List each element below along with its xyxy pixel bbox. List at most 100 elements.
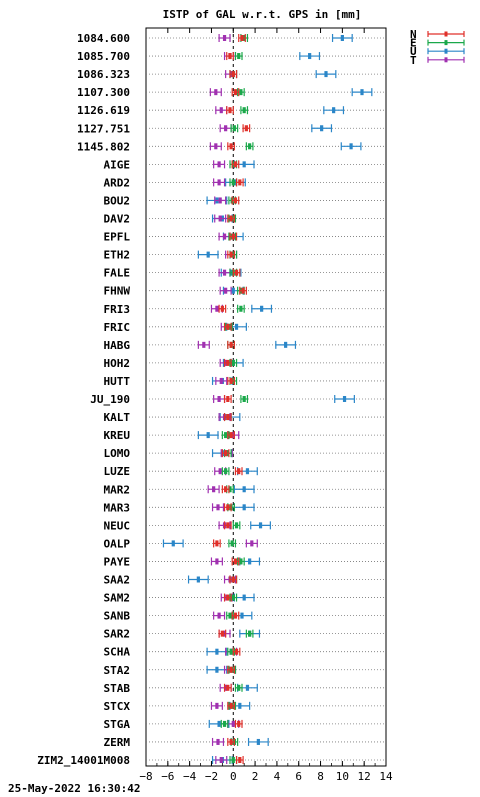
- row-label: STAB: [104, 682, 131, 695]
- errorbar-n: [227, 701, 235, 710]
- errorbar-n: [232, 647, 241, 656]
- errorbar-point: [229, 215, 233, 222]
- legend-marker: [444, 40, 448, 46]
- errorbar-n: [227, 665, 235, 674]
- errorbar-point: [284, 341, 288, 348]
- errorbar-point: [228, 107, 232, 114]
- legend-marker: [444, 57, 448, 63]
- errorbar-point: [217, 179, 221, 186]
- errorbar-point: [226, 396, 230, 402]
- errorbar-u: [187, 575, 209, 584]
- errorbar-e: [234, 52, 243, 61]
- errorbar-n: [226, 52, 234, 61]
- errorbar-point: [233, 197, 238, 204]
- errorbar-t: [213, 395, 226, 403]
- errorbar-u: [247, 737, 269, 746]
- errorbar-u: [275, 340, 297, 349]
- errorbar-u: [233, 503, 255, 512]
- row-label: SAA2: [104, 574, 131, 587]
- errorbar-point: [226, 594, 230, 601]
- legend-label: N: [410, 28, 417, 41]
- errorbar-t: [197, 340, 210, 349]
- errorbar-point: [232, 125, 236, 132]
- errorbar-u: [315, 70, 337, 79]
- errorbar-point: [202, 341, 206, 348]
- x-tick-label: 4: [274, 770, 281, 783]
- errorbar-point: [214, 89, 218, 96]
- errorbar-point: [222, 35, 227, 41]
- row-label: SAR2: [104, 628, 131, 641]
- row-label: 1145.802: [77, 140, 130, 153]
- errorbar-n: [239, 286, 247, 295]
- errorbar-t: [209, 142, 222, 151]
- errorbar-point: [218, 215, 222, 222]
- errorbar-point: [349, 143, 353, 150]
- errorbar-u: [340, 142, 362, 151]
- errorbar-point: [217, 161, 221, 168]
- errorbar-t: [207, 485, 220, 494]
- errorbar-n: [232, 268, 241, 277]
- errorbar-point: [222, 720, 227, 727]
- errorbar-u: [323, 106, 345, 115]
- errorbar-point: [224, 468, 228, 475]
- errorbar-point: [242, 161, 246, 168]
- errorbar-point: [231, 179, 235, 186]
- errorbar-u: [206, 665, 228, 674]
- errorbar-point: [231, 287, 235, 294]
- row-label: ARD2: [104, 176, 131, 189]
- errorbar-u: [206, 647, 228, 656]
- errorbar-n: [227, 431, 235, 440]
- errorbar-point: [238, 179, 242, 186]
- errorbar-t: [209, 88, 222, 97]
- errorbar-n: [218, 304, 227, 313]
- errorbar-point: [229, 648, 233, 655]
- errorbar-t: [215, 376, 228, 385]
- timestamp: 25-May-2022 16:30:42: [8, 782, 141, 795]
- errorbar-point: [233, 612, 238, 619]
- errorbar-point: [226, 684, 230, 691]
- row-label: 1107.300: [77, 86, 130, 99]
- errorbar-e: [240, 106, 249, 115]
- errorbar-t: [213, 160, 226, 169]
- x-tick-label: −2: [205, 770, 218, 783]
- errorbar-point: [241, 287, 245, 294]
- errorbar-point: [240, 612, 244, 619]
- errorbar-point: [242, 486, 246, 493]
- row-label: FALE: [104, 267, 131, 280]
- errorbar-n: [231, 611, 240, 620]
- errorbar-e: [229, 756, 238, 764]
- errorbar-n: [238, 34, 246, 42]
- errorbar-point: [224, 486, 228, 493]
- row-label: PAYE: [104, 555, 131, 568]
- errorbar-n: [213, 539, 221, 548]
- errorbar-n: [227, 737, 235, 746]
- errorbar-t: [215, 756, 228, 764]
- errorbar-u: [197, 431, 219, 440]
- errorbar-point: [229, 377, 233, 384]
- errorbar-e: [245, 142, 254, 151]
- legend-marker: [444, 31, 448, 37]
- errorbar-n: [223, 683, 232, 692]
- row-label: OALP: [104, 537, 131, 550]
- errorbar-point: [206, 251, 210, 258]
- errorbar-n: [223, 503, 232, 512]
- errorbar-n: [223, 358, 232, 367]
- legend-label: E: [410, 37, 417, 50]
- errorbar-point: [240, 35, 244, 41]
- row-label: AIGE: [104, 158, 131, 171]
- errorbar-n: [227, 340, 235, 349]
- errorbar-point: [216, 504, 220, 511]
- errorbar-point: [250, 540, 254, 547]
- errorbar-point: [258, 522, 263, 529]
- errorbar-point: [228, 486, 232, 493]
- row-label: ZERM: [104, 736, 131, 749]
- x-tick-label: −8: [139, 770, 152, 783]
- errorbar-point: [226, 522, 230, 529]
- errorbar-n: [223, 521, 232, 530]
- errorbar-n: [231, 160, 240, 169]
- errorbar-point: [224, 450, 228, 457]
- errorbar-point: [237, 720, 241, 727]
- errorbar-point: [218, 197, 222, 204]
- row-label: HUTT: [104, 375, 131, 388]
- errorbar-point: [260, 305, 264, 312]
